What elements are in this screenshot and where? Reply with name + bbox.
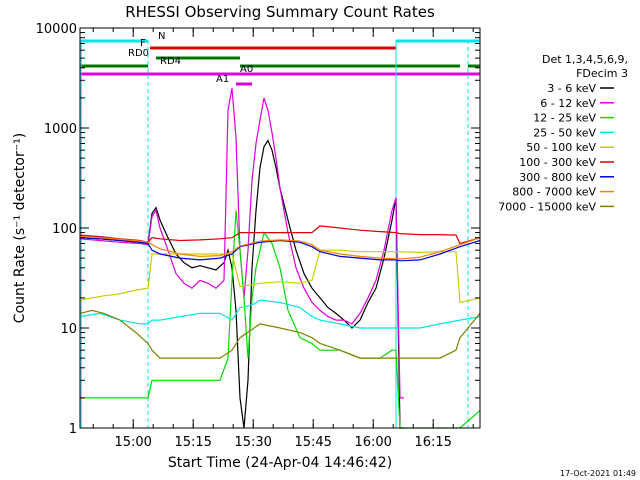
flag-label-rd0: RD0 (128, 48, 149, 59)
legend-title: Det 1,3,4,5,6,9, (542, 53, 628, 66)
series-line-800-7000-kev (79, 236, 481, 260)
legend-title: FDecim 3 (576, 67, 628, 80)
legend-entry-label: 25 - 50 keV (533, 126, 596, 139)
y-axis: 1 10 100 1000 10000 (36, 22, 480, 437)
chart-title: RHESSI Observing Summary Count Rates (125, 3, 435, 21)
series-line-300-800-kev (79, 237, 481, 262)
x-tick-label: 16:00 (354, 435, 391, 450)
y-tick-label: 1000 (44, 122, 77, 137)
flag-label-a0: A0 (240, 64, 253, 75)
legend-entry-label: 12 - 25 keV (533, 112, 596, 125)
x-tick-label: 15:30 (234, 435, 271, 450)
series-line-12-25-kev (80, 210, 481, 429)
series-line-3-6-kev (79, 139, 404, 429)
legend-entry-label: 3 - 6 keV (547, 82, 596, 95)
footer-date: 17-Oct-2021 01:49 (560, 469, 636, 478)
x-tick-label: 15:00 (114, 435, 151, 450)
series-line-50-100-kev (79, 249, 481, 304)
series-lines (79, 88, 481, 429)
y-tick-label: 10000 (36, 22, 77, 37)
series-line-6-12-kev (79, 88, 404, 399)
x-tick-label: 16:15 (414, 435, 451, 450)
series-line-100-300-kev (79, 225, 481, 245)
x-axis: 15:00 15:15 15:30 15:45 16:00 16:15 (92, 28, 474, 450)
plot-frame (79, 27, 481, 429)
y-tick-label: 1 (69, 422, 77, 437)
legend-entry-label: 7000 - 15000 keV (498, 200, 596, 213)
x-tick-label: 15:45 (294, 435, 331, 450)
legend-entry-label: 100 - 300 keV (519, 156, 596, 169)
x-axis-label: Start Time (24-Apr-04 14:46:42) (168, 455, 392, 471)
legend-entry-label: 6 - 12 keV (540, 97, 596, 110)
x-tick-label: 15:15 (174, 435, 211, 450)
flag-label-n: N (158, 31, 165, 42)
legend-entry-label: 300 - 800 keV (519, 171, 596, 184)
y-tick-label: 10 (60, 322, 77, 337)
flag-label-f: F (140, 38, 146, 49)
series-line-7000-15000-kev (79, 309, 481, 359)
flag-label-a1: A1 (216, 74, 229, 85)
legend: Det 1,3,4,5,6,9,FDecim 3 3 - 6 keV 6 - 12 … (498, 53, 628, 213)
legend-entry-label: 50 - 100 keV (526, 141, 596, 154)
series-line-25-50-kev (79, 299, 481, 329)
y-axis-label: Count Rate (s⁻¹ detector⁻¹) (12, 133, 28, 323)
y-tick-label: 100 (52, 222, 77, 237)
flag-label-rd4: RD4 (160, 56, 181, 67)
legend-entry-label: 800 - 7000 keV (512, 186, 596, 199)
